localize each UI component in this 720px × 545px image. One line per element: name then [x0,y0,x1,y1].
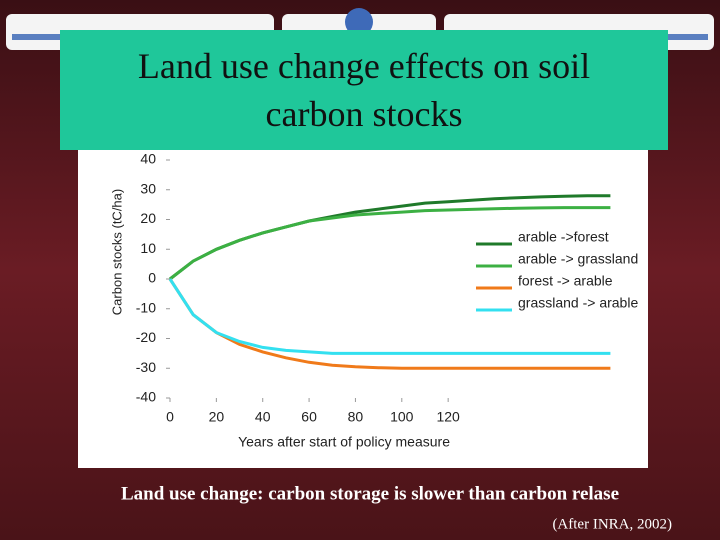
y-tick-label: -40 [136,389,156,405]
source: (After INRA, 2002) [552,516,672,532]
y-tick-label: 0 [148,270,156,286]
x-tick-label: 40 [255,409,271,425]
series-line [168,278,611,355]
y-tick-label: 40 [140,151,156,167]
caption: Land use change: carbon storage is slowe… [121,483,619,504]
y-tick-label: -10 [136,299,156,315]
series-line [168,278,611,370]
slide-title: Land use change effects on soil carbon st… [138,46,590,134]
series-line [169,206,611,281]
x-tick-label: 100 [390,409,414,425]
y-tick-label: 30 [140,180,156,196]
y-axis-label: Carbon stocks (tC/ha) [109,189,124,315]
title-box [60,30,668,150]
y-tick-label: 10 [140,240,156,256]
x-axis-label: Years after start of policy measure [238,434,450,450]
chart-panel [78,150,648,468]
x-tick-label: 120 [436,409,460,425]
y-tick-label: -20 [136,329,156,345]
x-tick-label: 80 [348,409,364,425]
y-tick-label: 20 [140,210,156,226]
legend-label: forest -> arable [518,273,613,289]
y-tick-label: -30 [136,359,156,375]
x-tick-label: 20 [209,409,225,425]
legend-label: arable ->forest [518,229,609,245]
x-tick-label: 0 [166,409,174,425]
x-tick-label: 60 [301,409,317,425]
legend-label: arable -> grassland [518,251,638,267]
legend-label: grassland -> arable [518,295,638,311]
